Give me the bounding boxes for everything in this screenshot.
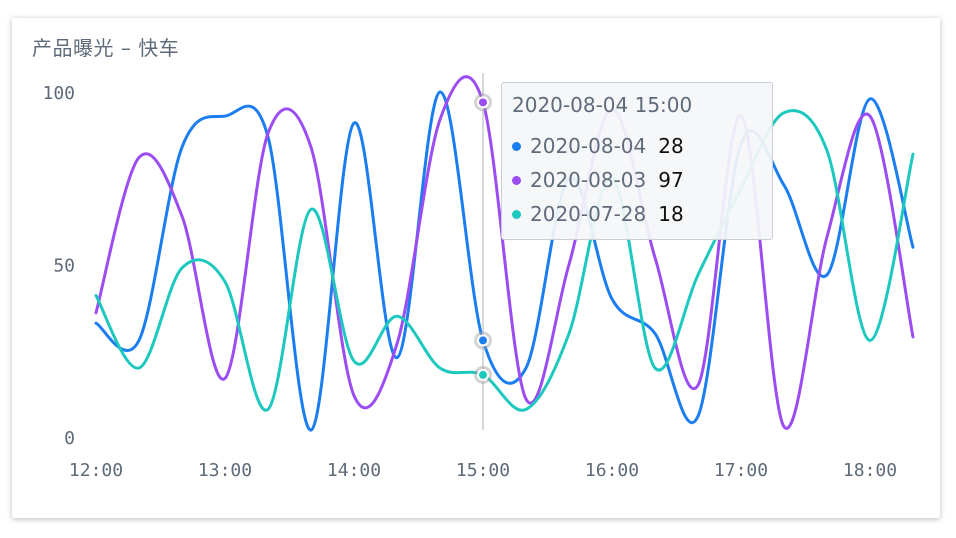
x-tick-label: 12:00 xyxy=(69,460,123,481)
y-tick-label: 0 xyxy=(64,428,75,449)
x-tick-label: 14:00 xyxy=(327,460,381,481)
tooltip-series-name: 2020-08-03 xyxy=(530,168,647,192)
tooltip-series-value: 18 xyxy=(658,202,684,226)
tooltip-row: 2020-08-03 97 xyxy=(512,163,762,197)
x-tick-label: 17:00 xyxy=(714,460,768,481)
series-line-2020-08-03 xyxy=(94,75,915,430)
tooltip-series-name: 2020-07-28 xyxy=(530,202,647,226)
y-axis: 0 50 100 xyxy=(42,83,75,449)
tooltip-row: 2020-07-28 18 xyxy=(512,197,762,231)
chart-card: 产品曝光 – 快车 xyxy=(12,18,940,518)
legend-dot-icon xyxy=(512,175,521,185)
tooltip: 2020-08-04 15:00 2020-08-04 28 2020-08-0… xyxy=(501,82,773,240)
tooltip-series-value: 97 xyxy=(658,168,684,192)
hover-markers xyxy=(474,93,492,384)
x-tick-label: 18:00 xyxy=(843,460,897,481)
x-tick-label: 15:00 xyxy=(456,460,510,481)
hover-marker-point xyxy=(477,96,489,109)
x-axis: 12:00 13:00 14:00 15:00 16:00 17:00 18:00 xyxy=(69,460,897,481)
tooltip-title: 2020-08-04 15:00 xyxy=(512,93,693,117)
legend-dot-icon xyxy=(512,209,521,219)
chart-title: 产品曝光 – 快车 xyxy=(32,36,180,60)
x-tick-label: 13:00 xyxy=(198,460,252,481)
series-line-2020-07-28 xyxy=(94,109,915,412)
y-tick-label: 50 xyxy=(53,256,75,277)
tooltip-series-name: 2020-08-04 xyxy=(530,134,647,158)
legend-dot-icon xyxy=(512,141,521,151)
tooltip-series-value: 28 xyxy=(658,134,684,158)
y-tick-label: 100 xyxy=(42,83,75,104)
x-tick-label: 16:00 xyxy=(585,460,639,481)
hover-marker-point xyxy=(477,334,489,347)
hover-marker-point xyxy=(477,368,489,381)
tooltip-row: 2020-08-04 28 xyxy=(512,129,762,163)
